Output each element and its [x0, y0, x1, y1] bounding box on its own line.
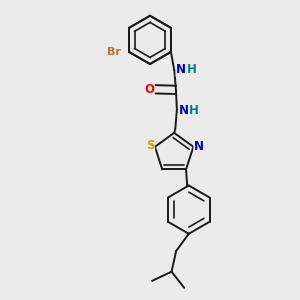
- Text: H: H: [189, 103, 199, 116]
- Text: Br: Br: [107, 47, 121, 57]
- Text: N: N: [194, 140, 204, 153]
- Text: H: H: [187, 63, 196, 76]
- Text: N: N: [176, 63, 186, 76]
- Text: N: N: [179, 103, 189, 116]
- Text: S: S: [146, 140, 154, 152]
- Text: O: O: [144, 83, 154, 96]
